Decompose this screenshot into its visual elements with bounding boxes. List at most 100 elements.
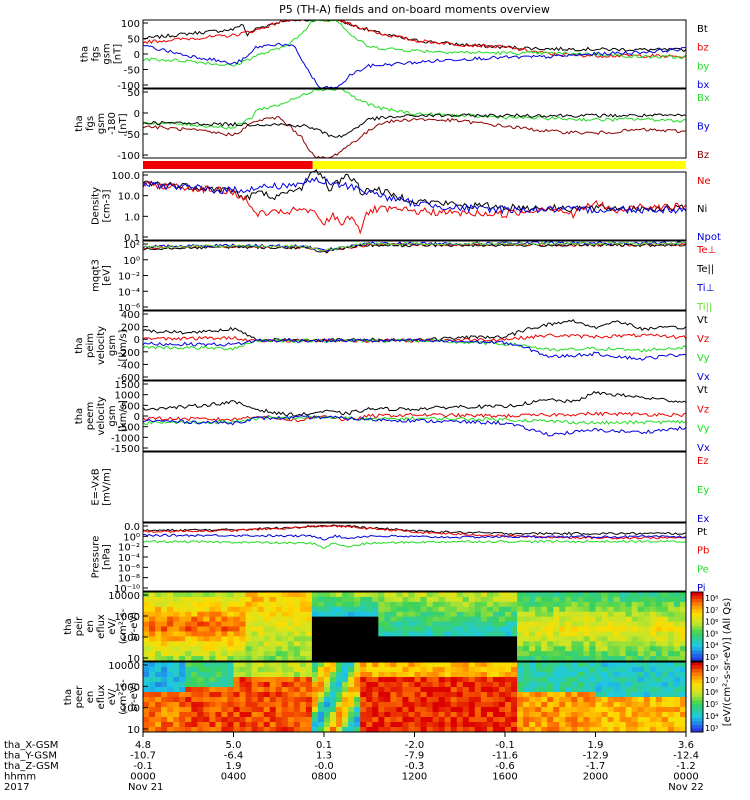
peir-eflux-cell: [667, 641, 675, 647]
peer-eflux-cell: [655, 702, 663, 708]
peir-eflux-cell: [438, 651, 446, 657]
peer-eflux-cell: [649, 717, 657, 723]
density-ytick-label: 0.1: [124, 233, 140, 244]
peir-eflux-cell: [378, 592, 385, 598]
peer-eflux-cell: [601, 702, 608, 708]
peer-eflux-cell: [589, 677, 596, 683]
peir-eflux-cell: [336, 641, 343, 647]
peer-eflux-cell: [299, 712, 307, 718]
peir-eflux-cell: [317, 631, 325, 637]
peer-eflux-cell: [613, 717, 621, 723]
peir-eflux-cell: [601, 651, 608, 657]
peir-eflux-cell: [631, 651, 639, 657]
peer-eflux-cell: [408, 687, 415, 693]
peer-eflux-cell: [330, 717, 337, 723]
peer-eflux-cell: [595, 672, 602, 678]
peir-eflux-cell: [474, 616, 482, 622]
peer-eflux-cell: [607, 702, 614, 708]
peer-eflux-cell: [444, 697, 452, 703]
peer-eflux-cell: [167, 697, 174, 703]
peer-eflux-cell: [311, 687, 319, 693]
peir-eflux-cell: [517, 656, 524, 662]
peer-eflux-cell: [667, 667, 675, 673]
peim-velocity-ytick-label: -400: [117, 360, 140, 371]
peir-eflux-cell: [462, 601, 470, 608]
peer-eflux-cell: [486, 707, 494, 713]
peer-eflux-cell: [444, 707, 452, 713]
peir-eflux-cell: [251, 651, 259, 657]
peer-eflux-cell: [408, 702, 415, 708]
peir-eflux-cell: [655, 641, 663, 647]
peer-eflux-cell: [173, 712, 180, 718]
peer-eflux-cell: [173, 687, 180, 693]
peir-eflux-cell: [565, 646, 572, 652]
peer-eflux-cell: [589, 672, 596, 678]
peir-eflux-cell: [595, 641, 602, 647]
peir-eflux-cell: [281, 656, 289, 662]
peer-eflux-cell: [547, 672, 554, 678]
peir-eflux-cell: [408, 626, 415, 632]
peer-eflux-cell: [281, 717, 289, 723]
peir-eflux-cell: [396, 611, 403, 618]
peer-eflux-cell: [396, 727, 403, 733]
peir-eflux-cell: [191, 651, 198, 657]
peir-eflux-cell: [505, 631, 512, 637]
peer-eflux-cell: [583, 702, 590, 708]
peer-eflux-cell: [384, 672, 391, 678]
peer-eflux-cell: [541, 682, 548, 688]
peer-eflux-cell: [179, 687, 186, 693]
peer-eflux-cell: [167, 727, 174, 733]
peer-eflux-cell: [673, 692, 681, 698]
peir-eflux-cell: [559, 621, 566, 627]
peir-eflux-cell: [408, 621, 415, 627]
peer-eflux-cell: [209, 677, 216, 683]
peer-eflux-cell: [486, 727, 494, 733]
peer-eflux-cell: [197, 697, 204, 703]
peir-eflux-cell: [631, 621, 639, 627]
peir-eflux-cell: [330, 636, 337, 642]
peer-eflux-cell: [408, 712, 415, 718]
peer-eflux-cell: [372, 722, 379, 728]
peer-eflux-cell: [571, 722, 578, 728]
peir-eflux-cell: [366, 646, 373, 652]
peer-eflux-cell: [637, 682, 645, 688]
peir-eflux-cell: [619, 621, 627, 627]
peir-eflux-cell: [263, 621, 271, 627]
fgs-series-1: [142, 19, 687, 58]
peir-eflux-cell: [486, 646, 494, 652]
peir-eflux-cell: [601, 616, 608, 622]
peer-eflux-cell: [209, 672, 216, 678]
peir-eflux-cell: [673, 592, 681, 598]
peir-eflux-cell: [287, 641, 295, 647]
peer-eflux-cell: [535, 672, 542, 678]
peer-eflux-cell: [245, 672, 252, 678]
peir-eflux-cell: [173, 621, 180, 627]
efield-legend-entry: Ex: [697, 514, 709, 525]
peer-eflux-cell: [354, 692, 361, 698]
peir-eflux-cell: [227, 596, 234, 603]
peer-eflux-colorbar-tick: 10⁸: [705, 664, 718, 673]
peir-eflux-cell: [305, 626, 313, 632]
peer-eflux-cell: [613, 687, 621, 693]
peir-eflux-cell: [287, 596, 295, 603]
peir-eflux-cell: [330, 641, 337, 647]
peer-eflux-cell: [324, 717, 331, 723]
peer-eflux-colorbar-tick: 10⁴: [705, 712, 718, 721]
peer-eflux-cell: [559, 727, 566, 733]
peir-eflux-cell: [613, 651, 621, 657]
peer-eflux-cell: [143, 677, 150, 683]
peer-eflux-cell: [245, 692, 252, 698]
xaxis-value: -12.9: [583, 751, 609, 762]
peir-eflux-cell: [679, 651, 687, 657]
peer-eflux-cell: [408, 662, 415, 668]
peer-eflux-cell: [227, 677, 234, 683]
peer-eflux-cell: [450, 712, 458, 718]
peir-eflux-cell: [336, 616, 343, 622]
peer-eflux-cell: [601, 717, 608, 723]
peir-eflux-cell: [667, 611, 675, 618]
peer-eflux-cell: [505, 722, 512, 728]
peir-eflux-cell: [438, 606, 446, 613]
peir-eflux-cell: [462, 626, 470, 632]
peer-eflux-cell: [619, 687, 627, 693]
peer-eflux-cell: [511, 702, 518, 708]
